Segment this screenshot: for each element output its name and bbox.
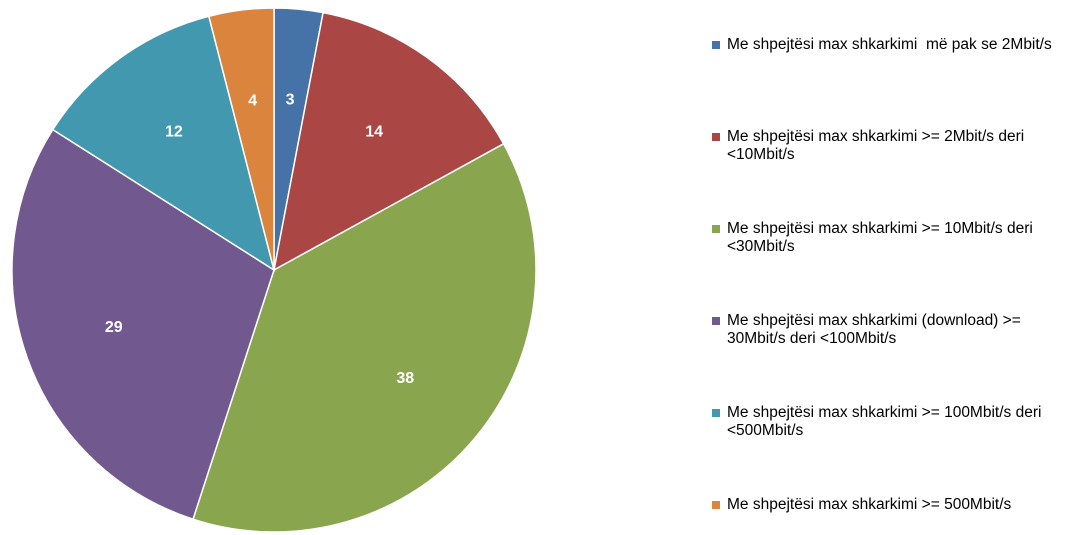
data-label: 14 (365, 123, 383, 140)
pie-slice (192, 142, 537, 533)
legend-item: Me shpejtësi max shkarkimi >= 500Mbit/s (712, 496, 1057, 514)
data-label: 4 (248, 92, 257, 109)
legend-item: Me shpejtësi max shkarkimi >= 100Mbit/s … (712, 404, 1057, 440)
legend-label: Me shpejtësi max shkarkimi >= 10Mbit/s d… (727, 220, 1038, 255)
legend-swatch (712, 225, 720, 233)
pie-slice (207, 7, 275, 271)
legend-label: Me shpejtësi max shkarkimi >= 500Mbit/s (727, 496, 1012, 513)
legend-item: Me shpejtësi max shkarkimi (download) >=… (712, 312, 1057, 348)
legend-swatch (712, 133, 720, 141)
legend-swatch (712, 501, 720, 509)
legend-label: Me shpejtësi max shkarkimi >= 100Mbit/s … (727, 404, 1046, 439)
legend-swatch (712, 41, 720, 49)
pie-slice (11, 128, 275, 521)
legend-label: Me shpejtësi max shkarkimi >= 2Mbit/s de… (727, 128, 1029, 163)
legend-swatch (712, 317, 720, 325)
legend-item: Me shpejtësi max shkarkimi më pak se 2Mb… (712, 36, 1057, 54)
data-label: 12 (165, 123, 183, 140)
pie-slice (272, 11, 505, 272)
data-label: 29 (105, 319, 123, 336)
pie-area: 3 14 38 29 12 4 (11, 7, 537, 533)
pie-slice (51, 15, 276, 272)
legend-swatch (712, 409, 720, 417)
legend-item: Me shpejtësi max shkarkimi >= 2Mbit/s de… (712, 128, 1057, 164)
legend-label: Me shpejtësi max shkarkimi më pak se 2Mb… (727, 36, 1052, 53)
legend-label: Me shpejtësi max shkarkimi (download) >=… (727, 312, 1026, 347)
data-label: 3 (286, 92, 295, 109)
data-label: 38 (396, 370, 414, 387)
legend-item: Me shpejtësi max shkarkimi >= 10Mbit/s d… (712, 220, 1057, 256)
